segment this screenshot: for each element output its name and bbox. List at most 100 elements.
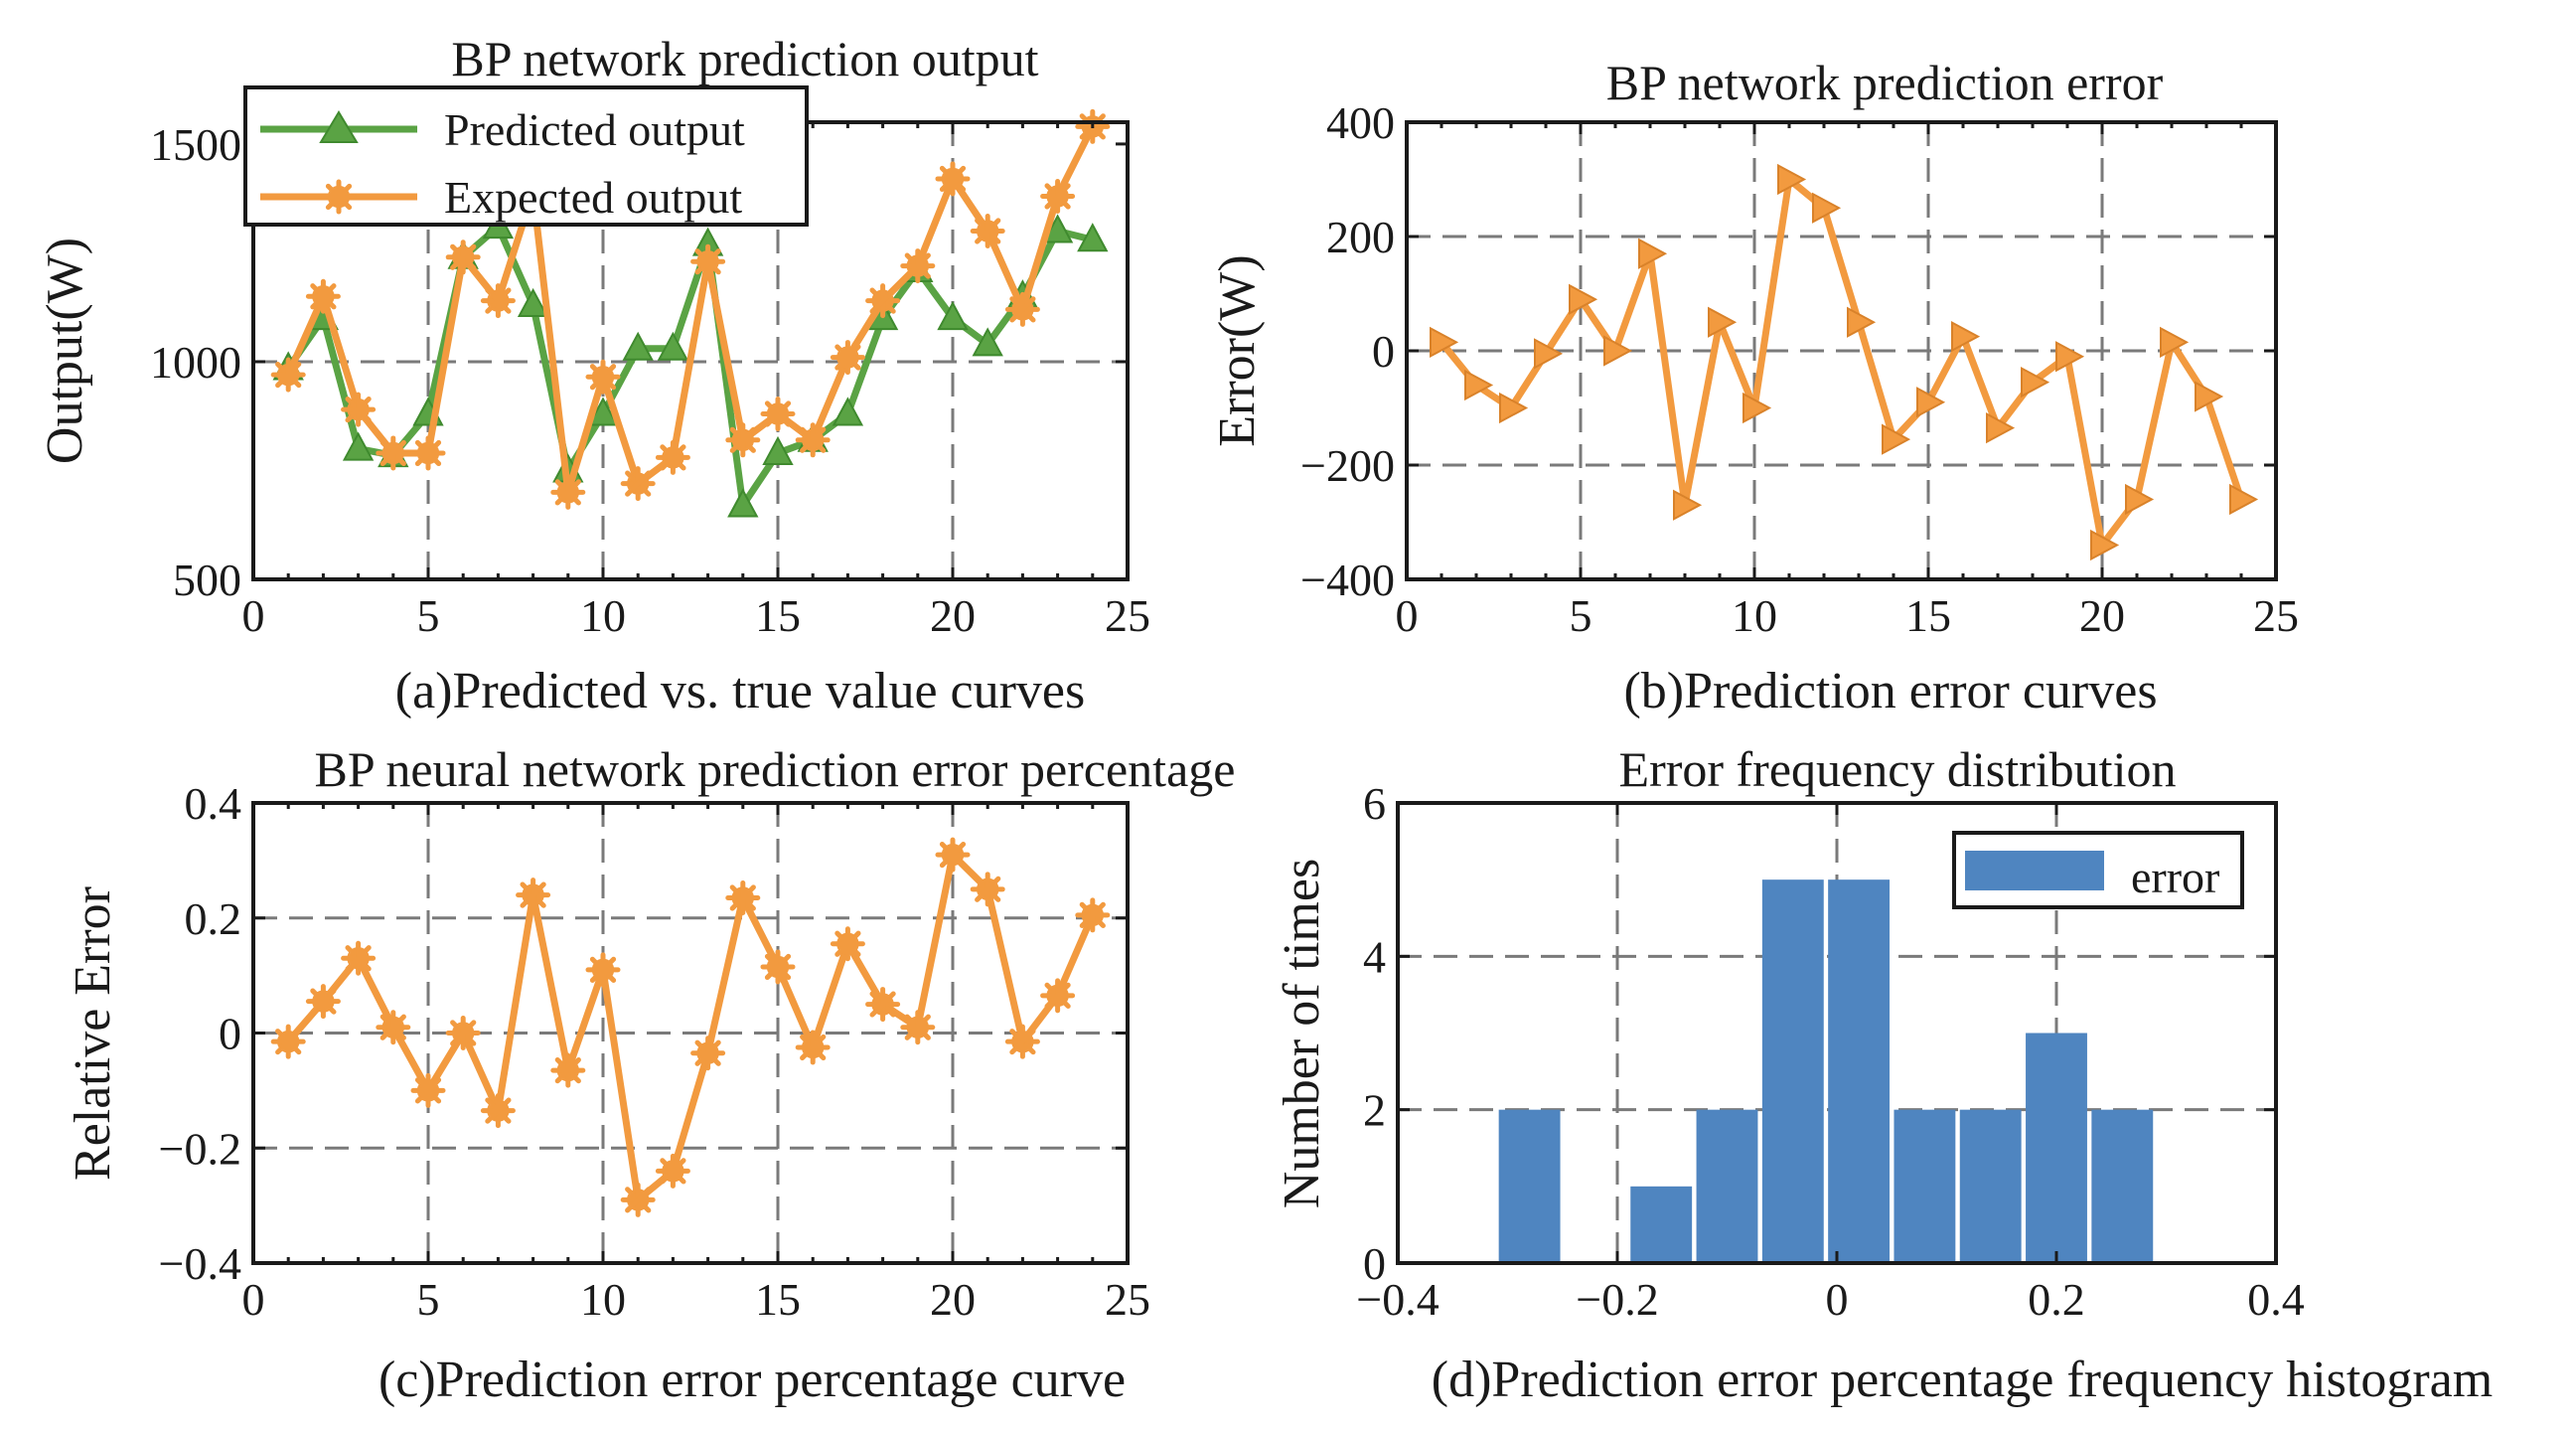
- point-marker-c-0-spoke: [869, 991, 896, 1018]
- x-tick-label-a: 10: [580, 590, 626, 641]
- point-marker-c-0-spoke: [800, 1034, 827, 1061]
- point-marker-a-1-spoke: [834, 344, 861, 371]
- histogram-bar: [1696, 1109, 1758, 1263]
- point-marker-c-0-spoke: [554, 1057, 581, 1084]
- y-tick-label-c: 0: [219, 1009, 241, 1059]
- point-marker-c-0-spoke: [379, 1014, 406, 1040]
- point-marker-b-0: [2090, 529, 2120, 561]
- x-tick-label-c: 25: [1105, 1274, 1150, 1325]
- point-marker-a-1-spoke: [975, 218, 1001, 244]
- point-marker-a-1-spoke: [625, 470, 652, 497]
- point-marker-c-0: [445, 1016, 481, 1050]
- point-marker-a-1-spoke: [800, 426, 827, 453]
- x-tick-label-b: 25: [2253, 590, 2299, 641]
- point-marker-a-1: [410, 435, 446, 471]
- ticks-c: 0 5 10 15 20 25 −0.4 −0.2 0 0.2 0.4: [159, 778, 1150, 1325]
- point-marker-c-0: [970, 872, 1005, 907]
- point-marker-a-0: [727, 488, 759, 518]
- point-marker-a-1-spoke: [379, 439, 406, 467]
- point-marker-c-0-spoke: [1079, 901, 1106, 928]
- title-c: BP neural network prediction error perce…: [315, 741, 1236, 797]
- histogram-bar: [1498, 1109, 1561, 1263]
- point-marker-a-1-spoke: [450, 243, 477, 270]
- point-marker-c-0: [376, 1010, 411, 1045]
- point-marker-a-1: [1004, 291, 1040, 327]
- point-marker-a-1: [865, 283, 901, 319]
- x-tick-label-c: 0: [242, 1274, 265, 1325]
- y-tick-label-c: 0.4: [185, 778, 242, 829]
- point-marker-c-0: [620, 1182, 656, 1217]
- point-marker-a-1-spoke: [904, 252, 931, 279]
- point-marker-b-0: [1812, 192, 1842, 224]
- legend-a: Predicted output Expected output: [243, 85, 809, 227]
- point-marker-c-0: [550, 1052, 586, 1088]
- y-tick-label-d: 2: [1363, 1085, 1386, 1136]
- legend-marker-expected: [321, 179, 357, 215]
- histogram-bar: [1894, 1109, 1956, 1263]
- grid-b: [1407, 122, 2276, 579]
- y-tick-label-b: −400: [1300, 555, 1395, 605]
- point-marker-a-1-spoke: [485, 287, 512, 314]
- x-tick-label-a: 0: [242, 590, 265, 641]
- point-marker-a-1: [341, 392, 377, 427]
- y-tick-label-b: −200: [1300, 440, 1395, 491]
- point-marker-c-0: [480, 1093, 516, 1129]
- point-marker-a-0: [832, 397, 864, 426]
- point-marker-c-0: [305, 984, 341, 1020]
- point-marker-c-0-spoke: [345, 945, 372, 972]
- point-marker-b-0: [1603, 335, 1633, 367]
- point-marker-a-1: [550, 474, 586, 510]
- point-marker-c-0: [270, 1024, 306, 1059]
- point-marker-a-0: [622, 331, 654, 361]
- point-marker-b-0: [1916, 387, 1946, 418]
- point-marker-c-0: [585, 952, 621, 988]
- histogram-bar: [2026, 1033, 2087, 1263]
- point-marker-a-0: [657, 331, 689, 361]
- point-marker-c-0-spoke: [1044, 982, 1071, 1009]
- ylabel-b: Error(W): [1209, 254, 1266, 446]
- histogram-bar: [2091, 1109, 2154, 1263]
- x-tick-label-d: −0.2: [1576, 1274, 1658, 1325]
- point-marker-a-0: [972, 327, 1003, 357]
- x-tick-label-b: 0: [1396, 590, 1419, 641]
- point-marker-a-1-spoke: [414, 439, 442, 467]
- point-marker-c-0: [760, 949, 796, 985]
- y-tick-label-b: 400: [1326, 97, 1395, 148]
- point-marker-b-0: [1882, 423, 1911, 455]
- ylabel-a: Output(W): [37, 238, 93, 464]
- title-b: BP network prediction error: [1606, 55, 2164, 110]
- point-marker-a-1-spoke: [729, 426, 756, 453]
- point-marker-c-0-spoke: [660, 1158, 686, 1185]
- point-marker-c-0-spoke: [589, 956, 617, 983]
- point-marker-a-1: [585, 359, 621, 395]
- x-tick-label-d: 0.4: [2247, 1274, 2305, 1325]
- point-marker-c-0-spoke: [414, 1077, 442, 1104]
- point-marker-b-0: [1534, 338, 1564, 370]
- point-marker-a-1: [305, 278, 341, 314]
- point-marker-a-1-spoke: [1044, 183, 1071, 210]
- point-marker-b-0: [2195, 381, 2224, 412]
- caption-c: (c)Prediction error percentage curve: [379, 1352, 1126, 1408]
- point-marker-c-0-spoke: [275, 1029, 302, 1055]
- caption-a: (a)Predicted vs. true value curves: [395, 663, 1085, 719]
- point-marker-c-0: [795, 1030, 831, 1065]
- point-marker-c-0-spoke: [694, 1039, 721, 1066]
- y-tick-label-d: 4: [1363, 931, 1386, 982]
- point-marker-a-1-spoke: [939, 165, 967, 193]
- y-tick-label-a: 500: [173, 555, 241, 605]
- point-marker-b-0: [2160, 326, 2190, 359]
- point-marker-b-0: [1777, 163, 1807, 196]
- point-marker-c-0-spoke: [729, 884, 756, 911]
- point-marker-b-0: [1673, 489, 1703, 521]
- legend-label-predicted: Predicted output: [444, 104, 745, 155]
- point-marker-a-1-spoke: [275, 361, 302, 389]
- point-marker-c-0-spoke: [764, 953, 792, 981]
- point-marker-a-1-spoke: [554, 479, 581, 506]
- y-tick-label-b: 0: [1372, 326, 1395, 377]
- point-marker-b-0: [1499, 392, 1529, 424]
- point-marker-c-0-spoke: [834, 930, 861, 957]
- point-marker-a-1: [830, 340, 865, 376]
- histogram-bar: [1828, 879, 1891, 1263]
- point-marker-c-0: [690, 1036, 726, 1071]
- point-marker-b-0: [1951, 320, 1981, 353]
